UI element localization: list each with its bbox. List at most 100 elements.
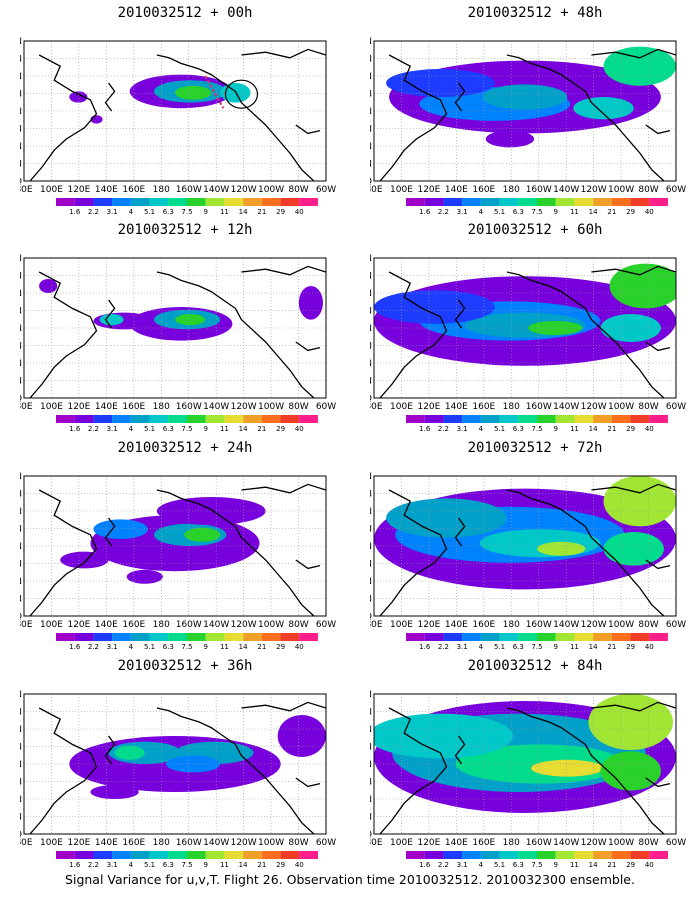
variance-contour	[609, 263, 676, 309]
coastline	[454, 517, 466, 547]
lon-label: 100E	[390, 185, 413, 195]
colorbar-swatch	[462, 633, 481, 641]
lon-label: 100W	[608, 838, 634, 848]
lon-label: 80W	[288, 185, 308, 195]
colorbar-label: 7.5	[181, 861, 192, 869]
variance-contour	[600, 314, 661, 342]
colorbar-label: 3.1	[107, 643, 118, 651]
lat-label: 70N	[20, 272, 22, 282]
variance-map: 80N 70N 60N 50N 40N 30N 20N 10N EQ80E 100E 120E 140…	[20, 472, 336, 651]
coastline	[379, 707, 448, 834]
colorbar-label: 14	[239, 208, 248, 216]
variance-map: 80N 70N 60N 50N 40N 30N 20N 10N EQ80E 100E 120E 140…	[370, 254, 686, 433]
colorbar-label: 1.6	[69, 208, 81, 216]
colorbar-label: 14	[239, 861, 248, 869]
colorbar-swatch	[224, 198, 244, 206]
lon-label: 60W	[666, 402, 686, 412]
variance-contour	[600, 751, 661, 791]
colorbar-swatch	[480, 851, 500, 859]
lon-label: 140W	[203, 838, 229, 848]
colorbar-swatch	[555, 633, 575, 641]
colorbar-label: 9	[203, 861, 207, 869]
lat-label: 40N	[20, 760, 22, 770]
colorbar-swatch	[537, 851, 556, 859]
lat-label: 40N	[370, 107, 372, 117]
colorbar-swatch	[611, 851, 631, 859]
colorbar-label: 1.6	[419, 208, 431, 216]
coastline	[29, 54, 98, 181]
lat-label: EQ	[370, 612, 372, 622]
lon-label: 80E	[20, 620, 33, 630]
colorbar-label: 9	[553, 425, 557, 433]
colorbar-label: 3.1	[457, 643, 468, 651]
colorbar-swatch	[205, 198, 225, 206]
coastline	[104, 517, 116, 547]
lon-label: 100W	[258, 838, 284, 848]
lat-label: EQ	[370, 177, 372, 187]
colorbar-label: 14	[589, 861, 598, 869]
colorbar-label: 7.5	[531, 425, 542, 433]
lon-label: 120E	[67, 838, 90, 848]
lat-label: 10N	[20, 377, 22, 387]
colorbar-label: 3.1	[107, 425, 118, 433]
lat-label: 70N	[370, 272, 372, 282]
colorbar-label: 3.1	[107, 208, 118, 216]
colorbar-swatch	[187, 198, 206, 206]
lon-label: 160W	[176, 838, 202, 848]
colorbar-swatch	[74, 851, 94, 859]
colorbar-label: 14	[589, 208, 598, 216]
colorbar-swatch	[499, 415, 519, 423]
colorbar-swatch	[112, 415, 131, 423]
lat-label: 40N	[370, 542, 372, 552]
variance-contour	[573, 97, 634, 120]
colorbar-label: 9	[553, 643, 557, 651]
lat-label: 50N	[370, 525, 372, 535]
variance-contour	[588, 694, 673, 750]
colorbar-label: 7.5	[531, 208, 542, 216]
colorbar-swatch	[149, 415, 169, 423]
colorbar-swatch	[537, 633, 556, 641]
colorbar-label: 2.2	[438, 643, 449, 651]
colorbar-swatch	[593, 198, 612, 206]
lat-label: 30N	[20, 342, 22, 352]
lat-label: 60N	[370, 725, 372, 735]
colorbar-swatch	[593, 633, 612, 641]
lat-label: 80N	[370, 472, 372, 482]
colorbar-label: 7.5	[181, 208, 192, 216]
colorbar-label: 21	[607, 861, 616, 869]
variance-contour	[165, 755, 221, 773]
colorbar-label: 2.2	[88, 208, 99, 216]
lon-label: 100W	[258, 185, 284, 195]
colorbar-swatch	[574, 198, 594, 206]
coastline	[379, 271, 448, 398]
coastline	[156, 489, 315, 616]
lat-label: 30N	[20, 560, 22, 570]
colorbar-label: 6.3	[513, 643, 524, 651]
colorbar-swatch	[424, 851, 444, 859]
colorbar-swatch	[480, 198, 500, 206]
colorbar-swatch	[649, 633, 668, 641]
coastline	[454, 82, 466, 112]
coastline	[591, 265, 676, 276]
panel-title: 2010032512 + 36h	[117, 658, 253, 674]
colorbar-swatch	[74, 198, 94, 206]
lat-label: 10N	[20, 160, 22, 170]
lat-label: 40N	[20, 107, 22, 117]
colorbar-label: 40	[645, 425, 654, 433]
lon-label: 120W	[581, 185, 607, 195]
variance-contour	[93, 519, 148, 539]
lon-label: 160W	[526, 402, 552, 412]
lat-label: 30N	[20, 778, 22, 788]
lat-label: 20N	[20, 795, 22, 805]
lat-label: 20N	[370, 577, 372, 587]
variance-contour	[184, 527, 221, 542]
colorbar-label: 5.1	[494, 425, 505, 433]
colorbar-label: 21	[257, 208, 266, 216]
colorbar-label: 3.1	[457, 208, 468, 216]
lon-label: 160E	[472, 838, 495, 848]
lon-label: 60W	[316, 185, 336, 195]
lon-label: 140W	[203, 402, 229, 412]
lat-label: 70N	[20, 490, 22, 500]
colorbar-label: 29	[626, 643, 635, 651]
colorbar-swatch	[280, 198, 300, 206]
